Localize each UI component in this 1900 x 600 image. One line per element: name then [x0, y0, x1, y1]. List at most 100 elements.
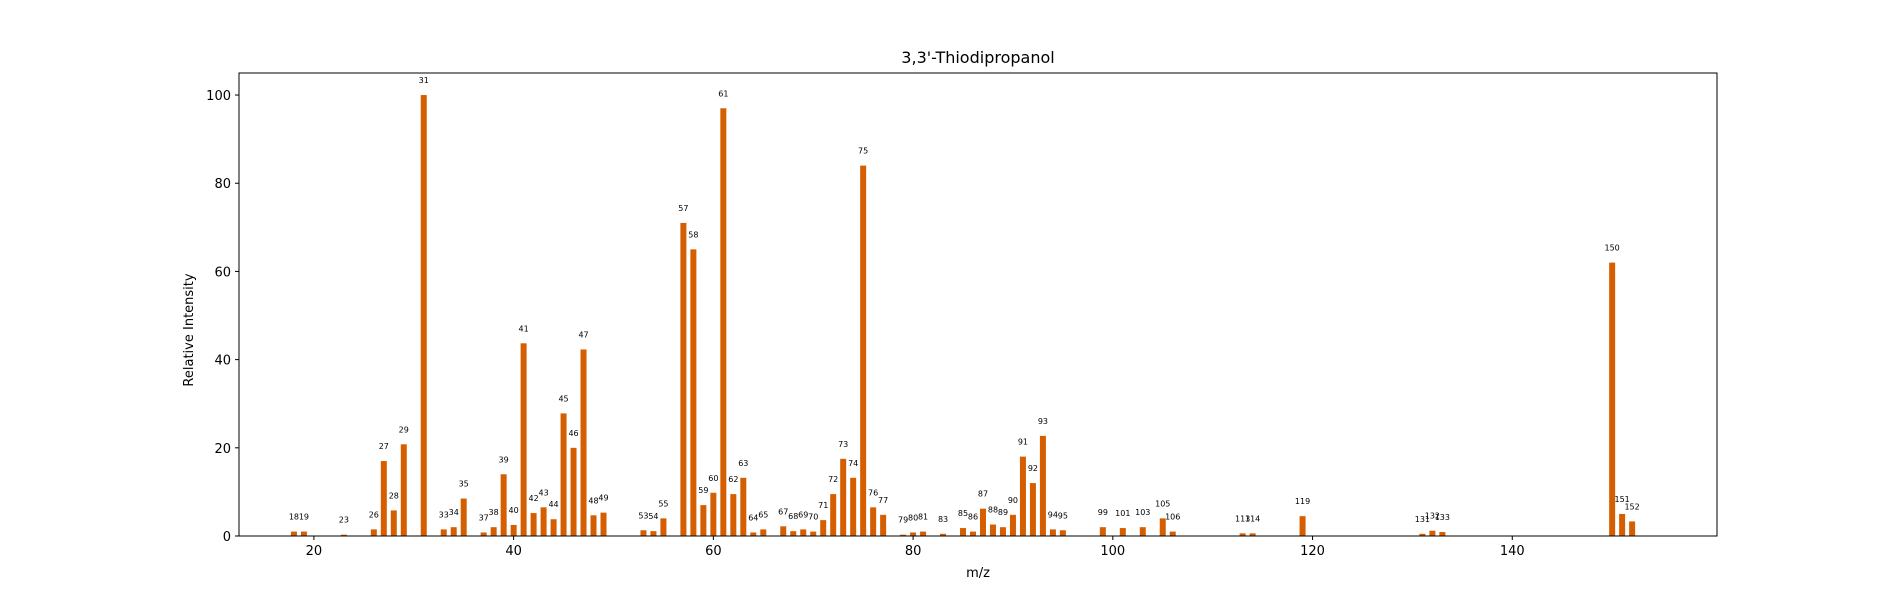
bar-mz-68: [790, 531, 797, 536]
x-axis: 20 40 60 80 100 120 140: [306, 536, 1525, 559]
peak-label: 34: [449, 508, 459, 517]
peak-label: 41: [519, 324, 529, 333]
bar-mz-45: [560, 413, 567, 536]
bar-mz-74: [850, 477, 857, 536]
peak-label: 93: [1038, 417, 1048, 426]
x-tick-label: 140: [1500, 544, 1525, 559]
peak-label: 54: [648, 512, 658, 521]
bar-mz-113: [1239, 533, 1246, 536]
peak-label: 42: [529, 494, 539, 503]
y-tick-label: 80: [214, 177, 231, 192]
peak-label: 87: [978, 490, 988, 499]
peak-label: 92: [1028, 464, 1038, 473]
y-tick-label: 40: [214, 354, 231, 369]
bar-mz-79: [900, 534, 907, 536]
bar-mz-69: [800, 529, 807, 536]
bar-mz-83: [940, 533, 947, 536]
peak-label: 69: [798, 510, 808, 519]
bar-mz-81: [920, 531, 927, 536]
bar-mz-48: [590, 515, 597, 536]
bar-mz-43: [540, 507, 547, 536]
peak-label: 131: [1415, 515, 1430, 524]
bar-mz-73: [840, 458, 847, 536]
bar-mz-57: [680, 222, 687, 536]
bar-mz-26: [370, 529, 377, 536]
bar-mz-67: [780, 526, 787, 536]
bar-mz-150: [1609, 262, 1616, 536]
peak-label: 53: [638, 511, 648, 520]
bar-mz-65: [760, 529, 767, 536]
bar-mz-94: [1049, 529, 1056, 536]
bar-mz-101: [1119, 528, 1126, 536]
peak-label: 88: [988, 506, 998, 515]
y-tick-label: 20: [214, 442, 231, 457]
peak-label: 58: [688, 230, 698, 239]
peak-label: 49: [598, 494, 608, 503]
peak-label: 67: [778, 507, 788, 516]
peak-label: 45: [558, 394, 568, 403]
chart-title: 3,3'-Thiodipropanol: [901, 48, 1054, 67]
bar-mz-72: [830, 494, 837, 536]
bar-mz-93: [1039, 435, 1046, 536]
plot-frame: [238, 72, 1718, 537]
bar-mz-77: [880, 514, 887, 536]
y-tick-label: 0: [223, 530, 231, 545]
bar-mz-89: [999, 527, 1006, 536]
peak-label: 60: [708, 474, 718, 483]
y-axis: 0 20 40 60 80 100: [206, 89, 239, 545]
peak-label: 114: [1245, 514, 1260, 523]
peak-label: 86: [968, 513, 978, 522]
bar-mz-95: [1059, 530, 1066, 536]
x-tick-label: 120: [1300, 544, 1325, 559]
x-tick-label: 100: [1100, 544, 1125, 559]
bar-mz-40: [510, 524, 517, 536]
peak-label: 70: [808, 513, 818, 522]
peak-label: 63: [738, 459, 748, 468]
x-axis-label: m/z: [966, 566, 990, 581]
y-tick-label: 100: [206, 89, 231, 104]
bar-mz-105: [1159, 518, 1166, 536]
bar-mz-46: [570, 447, 577, 536]
peak-label: 55: [658, 499, 668, 508]
bar-mz-80: [910, 532, 917, 536]
x-tick-label: 40: [505, 544, 522, 559]
bar-mz-151: [1619, 513, 1626, 536]
peak-label: 105: [1155, 499, 1170, 508]
bar-mz-63: [740, 477, 747, 536]
bar-mz-53: [640, 530, 647, 536]
bar-mz-23: [340, 534, 347, 536]
bar-mz-42: [530, 513, 537, 536]
peak-label: 71: [818, 501, 828, 510]
bar-mz-85: [960, 528, 967, 536]
y-tick-label: 60: [214, 265, 231, 280]
peak-label: 40: [509, 506, 519, 515]
bar-mz-29: [400, 444, 407, 536]
peak-label: 61: [718, 89, 728, 98]
bar-mz-76: [870, 507, 877, 536]
peak-label: 77: [878, 496, 888, 505]
peak-label: 57: [678, 204, 688, 213]
peak-label: 28: [389, 491, 399, 500]
bar-mz-41: [520, 343, 527, 536]
bar-mz-61: [720, 108, 727, 537]
bar-mz-44: [550, 519, 557, 536]
bars-group: [290, 95, 1636, 537]
peak-label: 79: [898, 516, 908, 525]
peak-label: 46: [568, 429, 578, 438]
bar-mz-39: [500, 474, 507, 536]
bar-mz-34: [450, 527, 457, 536]
bar-mz-99: [1099, 527, 1106, 536]
peak-label: 85: [958, 509, 968, 518]
peak-label: 47: [578, 330, 588, 339]
bar-mz-75: [860, 165, 867, 536]
bar-mz-38: [490, 527, 497, 536]
bar-mz-62: [730, 494, 737, 536]
peak-label: 39: [499, 455, 509, 464]
bar-mz-28: [390, 510, 397, 536]
peak-label: 33: [439, 510, 449, 519]
peak-label: 73: [838, 440, 848, 449]
peak-label: 48: [588, 496, 598, 505]
bar-mz-54: [650, 531, 657, 536]
